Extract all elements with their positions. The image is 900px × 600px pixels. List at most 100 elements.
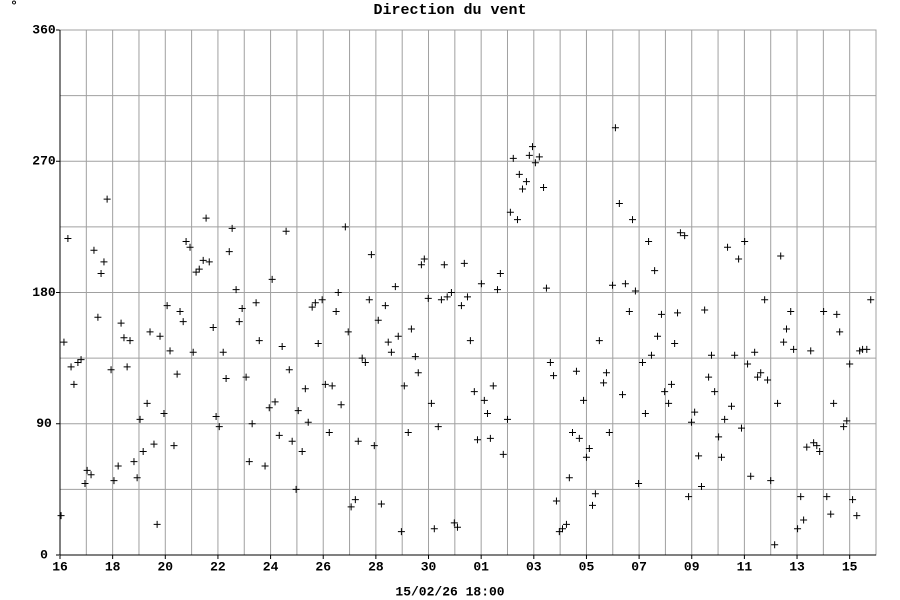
data-point — [803, 443, 811, 451]
data-point — [103, 195, 111, 203]
data-point — [420, 255, 428, 263]
data-point — [308, 303, 316, 311]
data-point — [311, 299, 319, 307]
data-point — [238, 305, 246, 313]
data-point — [443, 293, 451, 301]
data-point — [83, 466, 91, 474]
data-point — [621, 280, 629, 288]
data-point — [546, 359, 554, 366]
data-point — [483, 410, 491, 418]
data-point — [232, 286, 240, 294]
data-point — [222, 375, 230, 383]
data-point — [552, 497, 560, 505]
data-point — [192, 268, 200, 276]
data-point — [156, 332, 164, 340]
data-point — [509, 154, 517, 162]
data-point — [496, 270, 504, 278]
data-point — [800, 516, 808, 524]
data-point — [414, 369, 422, 377]
x-tick-label: 24 — [263, 559, 279, 574]
data-point — [645, 237, 653, 245]
data-point — [506, 208, 514, 216]
data-point — [635, 480, 643, 488]
data-point — [377, 500, 385, 508]
data-point — [816, 447, 824, 455]
data-point — [120, 334, 128, 342]
y-tick-label: 180 — [32, 285, 56, 300]
data-point — [130, 458, 138, 466]
x-tick-label: 18 — [105, 559, 121, 574]
data-point — [294, 407, 302, 415]
data-point — [477, 280, 485, 288]
y-tick-label: 360 — [32, 22, 56, 37]
data-point — [605, 429, 613, 436]
data-point — [647, 351, 655, 359]
data-point — [67, 363, 75, 371]
x-axis-label: 15/02/26 18:00 — [395, 584, 504, 599]
data-point — [74, 359, 82, 366]
x-tick-label: 15 — [842, 559, 858, 574]
data-point — [219, 348, 227, 356]
data-point — [695, 452, 703, 460]
data-point — [411, 353, 419, 361]
data-point — [245, 458, 253, 466]
data-point — [843, 417, 851, 425]
data-point — [278, 342, 286, 350]
data-point — [562, 520, 570, 528]
data-point — [522, 178, 530, 186]
data-point — [57, 512, 65, 520]
data-point — [347, 503, 355, 511]
data-point — [404, 429, 412, 436]
data-point — [794, 525, 802, 533]
data-point — [757, 369, 765, 377]
data-point — [754, 373, 762, 381]
data-point — [731, 351, 739, 359]
data-point — [110, 477, 118, 485]
data-point — [160, 410, 168, 418]
data-point — [625, 307, 633, 315]
data-point — [674, 309, 682, 317]
data-point — [535, 153, 543, 161]
data-point — [182, 237, 190, 245]
data-point — [100, 258, 108, 266]
data-point — [569, 429, 577, 436]
data-point — [705, 373, 713, 381]
data-point — [261, 462, 269, 470]
data-point — [114, 462, 122, 470]
data-point — [381, 302, 389, 310]
x-tick-label: 20 — [157, 559, 173, 574]
data-point — [589, 501, 597, 509]
data-point — [849, 496, 857, 504]
data-point — [268, 275, 276, 283]
data-point — [681, 232, 689, 240]
data-point — [136, 415, 144, 423]
data-point — [836, 328, 844, 336]
data-point — [470, 388, 478, 396]
x-tick-label: 22 — [210, 559, 226, 574]
data-point — [515, 170, 523, 178]
data-point — [163, 302, 171, 310]
data-point — [609, 281, 617, 289]
data-point — [325, 429, 333, 436]
data-point — [518, 185, 526, 193]
x-tick-label: 07 — [631, 559, 647, 574]
data-point — [550, 372, 558, 380]
x-tick-label: 03 — [526, 559, 542, 574]
data-point — [473, 436, 481, 444]
data-point — [751, 348, 759, 356]
data-point — [600, 379, 608, 387]
data-point — [146, 328, 154, 336]
x-tick-label: 13 — [789, 559, 805, 574]
data-point — [77, 356, 85, 364]
data-point — [332, 307, 340, 315]
data-point — [397, 528, 405, 536]
data-point — [493, 286, 501, 294]
data-point — [199, 256, 207, 264]
data-point — [724, 243, 732, 251]
data-point — [764, 376, 772, 384]
data-point — [255, 337, 263, 345]
data-point — [351, 496, 359, 504]
data-point — [370, 442, 378, 450]
data-point — [555, 528, 563, 536]
data-point — [813, 442, 821, 450]
